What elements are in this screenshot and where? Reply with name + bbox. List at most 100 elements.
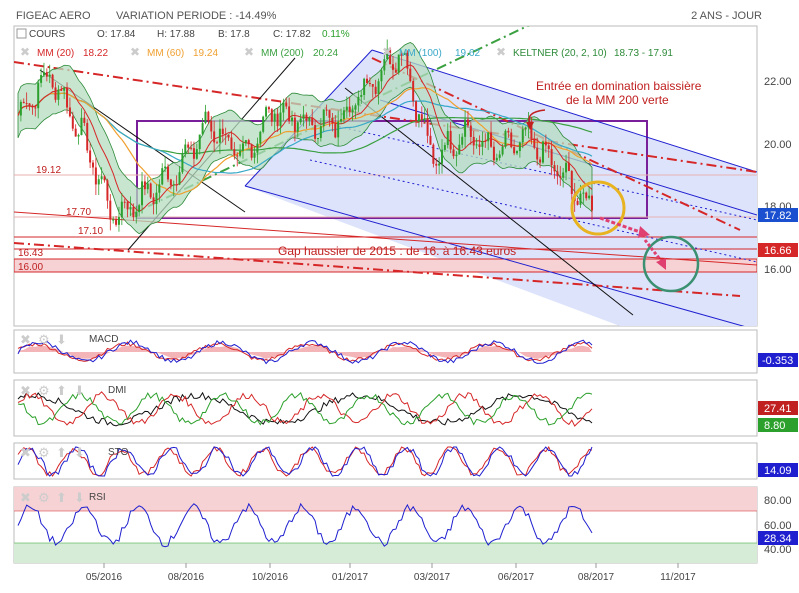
rsi-value: 28.34 (764, 533, 792, 545)
candle (296, 122, 299, 132)
gap-annotation: Gap haussier de 2015 : de 16. à 16.43 eu… (278, 244, 516, 258)
candle (374, 86, 377, 94)
candle (412, 81, 415, 102)
period-selector[interactable]: 2 ANS - JOUR (691, 10, 762, 22)
trendline-black-3 (344, 87, 634, 316)
candle (291, 117, 294, 122)
sto-move-down-icon[interactable]: ⬇ (74, 445, 85, 460)
rsi-move-up-icon[interactable]: ⬆ (56, 490, 67, 505)
ohlc-open: O: 17.84 (97, 29, 136, 40)
candle (45, 72, 48, 77)
dmi-close-icon[interactable]: ✖ (20, 383, 31, 398)
rsi-overbought-zone (14, 487, 757, 511)
candle (507, 130, 510, 133)
candle (319, 126, 322, 138)
x-axis: 05/2016 08/2016 10/2016 01/2017 03/2017 06/20… (86, 563, 696, 583)
ohlc-change: 0.11% (322, 29, 350, 40)
candle (380, 70, 383, 82)
candle (233, 149, 236, 156)
candle (247, 140, 250, 145)
candle (120, 201, 123, 218)
candle (302, 114, 305, 119)
candle (383, 59, 386, 71)
candle (227, 134, 230, 138)
legend-mm100-close-icon[interactable]: ✖ (382, 45, 392, 59)
legend-mm20-label: MM (20) (37, 48, 74, 59)
dmi-plus-line (17, 392, 593, 426)
candle (455, 154, 458, 157)
macd-close-icon[interactable]: ✖ (20, 332, 31, 347)
macd-settings-icon[interactable]: ⚙ (38, 332, 50, 347)
candle (544, 141, 547, 146)
dmi-move-up-icon[interactable]: ⬆ (56, 383, 67, 398)
candle (28, 103, 31, 107)
legend-mm20-close-icon[interactable]: ✖ (20, 45, 30, 59)
dmi-label: DMI (108, 385, 126, 396)
macd-move-down-icon[interactable]: ⬇ (56, 332, 67, 347)
candle (322, 109, 325, 127)
macd-value-tag (758, 353, 798, 367)
sto-close-icon[interactable]: ✖ (20, 445, 31, 460)
legend-keltner[interactable]: ✖ KELTNER (20, 2, 10) 18.73 - 17.91 (496, 45, 673, 59)
candle (510, 132, 513, 148)
legend-mm200-close-icon[interactable]: ✖ (244, 45, 254, 59)
candle (377, 81, 380, 94)
legend-mm100[interactable]: ✖ MM (100) 19.62 (382, 45, 480, 59)
rsi-move-down-icon[interactable]: ⬇ (74, 490, 85, 505)
candle (106, 180, 109, 201)
candle (276, 113, 279, 127)
candle (449, 130, 452, 150)
support-price-value: 16.66 (764, 245, 792, 257)
candle (299, 118, 302, 123)
legend-mm200[interactable]: ✖ MM (200) 20.24 (244, 45, 338, 59)
rsi-close-icon[interactable]: ✖ (20, 490, 31, 505)
candle (446, 130, 449, 146)
mm60-line (17, 87, 593, 195)
dmi-move-down-icon[interactable]: ⬇ (74, 383, 85, 398)
candle (80, 117, 83, 136)
target-circle-green (642, 235, 700, 293)
candle (588, 195, 591, 199)
candle (403, 52, 406, 55)
candle (582, 192, 585, 194)
candle (117, 217, 120, 225)
level-label-1643: 16.43 (18, 248, 43, 259)
dmi-minus-line (17, 391, 593, 427)
candle (164, 166, 167, 169)
candle (342, 110, 345, 120)
legend-keltner-close-icon[interactable]: ✖ (496, 45, 506, 59)
candle (152, 197, 155, 205)
legend-mm20[interactable]: ✖ MM (20) 18.22 (20, 45, 108, 59)
candle (325, 109, 328, 111)
candle (556, 171, 559, 177)
legend-mm60-close-icon[interactable]: ✖ (130, 45, 140, 59)
rsi-oversold-zone (14, 543, 757, 563)
rsi-label: RSI (89, 492, 106, 503)
candle (149, 183, 152, 198)
candlesticks (19, 39, 593, 232)
candle (458, 144, 461, 155)
rsi-settings-icon[interactable]: ⚙ (38, 490, 50, 505)
candle (426, 118, 429, 136)
candle (97, 179, 100, 185)
candle (452, 149, 455, 157)
legend-keltner-value: 18.73 - 17.91 (614, 48, 673, 59)
domination-annotation-line1: Entrée en domination baissière (536, 79, 702, 93)
sto-move-up-icon[interactable]: ⬆ (56, 445, 67, 460)
dmi-settings-icon[interactable]: ⚙ (38, 383, 50, 398)
candle (386, 48, 389, 60)
candle (518, 142, 521, 152)
candle (495, 157, 498, 161)
cours-toggle-icon[interactable] (16, 28, 27, 39)
rsi-line (17, 502, 593, 548)
candle (100, 176, 103, 180)
legend-mm60[interactable]: ✖ MM (60) 19.24 (130, 45, 218, 59)
candle (138, 205, 141, 213)
candle (126, 201, 129, 210)
candle (158, 184, 161, 193)
candle (498, 154, 501, 158)
candle (334, 123, 337, 138)
candle (429, 135, 432, 145)
sto-settings-icon[interactable]: ⚙ (38, 445, 50, 460)
